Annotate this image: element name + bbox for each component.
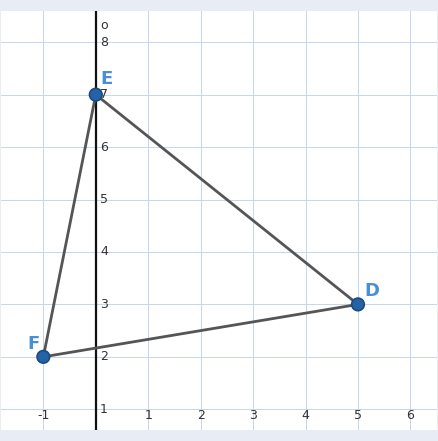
Text: 5: 5 bbox=[100, 193, 108, 206]
Text: 3: 3 bbox=[100, 298, 108, 311]
Text: 1: 1 bbox=[100, 403, 108, 416]
Text: 7: 7 bbox=[100, 88, 108, 101]
Text: 4: 4 bbox=[302, 409, 310, 422]
Text: 1: 1 bbox=[144, 409, 152, 422]
Circle shape bbox=[37, 351, 49, 363]
Text: 2: 2 bbox=[100, 350, 108, 363]
Text: 4: 4 bbox=[100, 246, 108, 258]
Text: E: E bbox=[100, 71, 112, 88]
Text: 3: 3 bbox=[249, 409, 257, 422]
Text: 2: 2 bbox=[197, 409, 205, 422]
Circle shape bbox=[352, 298, 364, 311]
Text: 8: 8 bbox=[100, 36, 108, 49]
Text: 5: 5 bbox=[354, 409, 362, 422]
Text: 6: 6 bbox=[100, 141, 108, 153]
Text: -1: -1 bbox=[37, 409, 49, 422]
Text: 6: 6 bbox=[406, 409, 414, 422]
Text: o: o bbox=[100, 19, 108, 32]
Circle shape bbox=[89, 88, 102, 101]
Text: D: D bbox=[364, 282, 379, 300]
Text: F: F bbox=[27, 335, 39, 353]
